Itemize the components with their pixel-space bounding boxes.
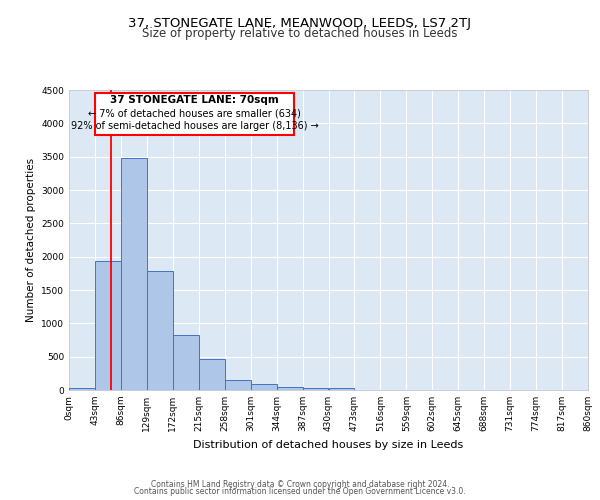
Bar	[199, 360, 224, 390]
Bar	[329, 388, 355, 390]
Bar	[173, 334, 199, 390]
Bar	[121, 158, 147, 390]
FancyBboxPatch shape	[95, 92, 294, 136]
Bar	[302, 388, 329, 390]
Bar	[277, 386, 302, 390]
Text: Contains public sector information licensed under the Open Government Licence v3: Contains public sector information licen…	[134, 488, 466, 496]
Bar	[251, 384, 277, 390]
Bar	[95, 262, 121, 390]
Text: Contains HM Land Registry data © Crown copyright and database right 2024.: Contains HM Land Registry data © Crown c…	[151, 480, 449, 489]
Text: 37, STONEGATE LANE, MEANWOOD, LEEDS, LS7 2TJ: 37, STONEGATE LANE, MEANWOOD, LEEDS, LS7…	[128, 18, 472, 30]
X-axis label: Distribution of detached houses by size in Leeds: Distribution of detached houses by size …	[193, 440, 464, 450]
Bar	[224, 380, 251, 390]
Text: Size of property relative to detached houses in Leeds: Size of property relative to detached ho…	[142, 28, 458, 40]
Y-axis label: Number of detached properties: Number of detached properties	[26, 158, 35, 322]
Text: ← 7% of detached houses are smaller (634): ← 7% of detached houses are smaller (634…	[88, 108, 301, 118]
Text: 37 STONEGATE LANE: 70sqm: 37 STONEGATE LANE: 70sqm	[110, 96, 279, 106]
Bar	[69, 388, 95, 390]
Text: 92% of semi-detached houses are larger (8,136) →: 92% of semi-detached houses are larger (…	[71, 121, 319, 131]
Bar	[147, 270, 173, 390]
